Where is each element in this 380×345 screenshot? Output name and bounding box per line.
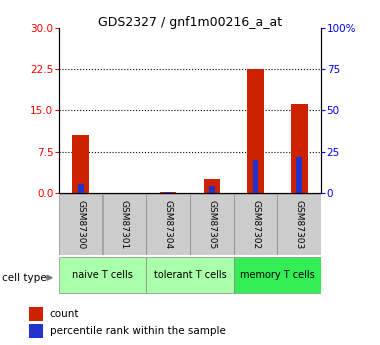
Bar (78, 184, 84, 193)
Bar (59, 257, 146, 293)
Text: memory T cells: memory T cells (240, 270, 315, 280)
Bar (146, 195, 190, 255)
Bar (103, 195, 146, 255)
Bar (296, 157, 302, 193)
Bar (190, 195, 234, 255)
Text: GSM87302: GSM87302 (251, 200, 260, 249)
Text: cell type: cell type (2, 273, 46, 283)
Bar (29, 324, 43, 338)
Bar (234, 257, 321, 293)
Text: GSM87303: GSM87303 (295, 200, 304, 249)
Text: tolerant T cells: tolerant T cells (154, 270, 226, 280)
Bar (234, 195, 277, 255)
Bar (160, 191, 176, 193)
Bar (253, 160, 258, 193)
Bar (204, 179, 220, 193)
Bar (73, 135, 89, 193)
Text: naive T cells: naive T cells (72, 270, 133, 280)
Text: GSM87301: GSM87301 (120, 200, 129, 249)
Bar (165, 191, 171, 193)
Bar (29, 307, 43, 321)
Text: GSM87305: GSM87305 (207, 200, 216, 249)
Bar (59, 195, 103, 255)
Text: GSM87304: GSM87304 (164, 200, 173, 249)
Bar (277, 195, 321, 255)
Text: GDS2327 / gnf1m00216_a_at: GDS2327 / gnf1m00216_a_at (98, 16, 282, 29)
Text: percentile rank within the sample: percentile rank within the sample (50, 326, 226, 336)
Text: count: count (50, 309, 79, 319)
Bar (146, 257, 234, 293)
Text: GSM87300: GSM87300 (76, 200, 85, 249)
Bar (291, 104, 307, 193)
Bar (247, 69, 264, 193)
Bar (209, 186, 215, 193)
